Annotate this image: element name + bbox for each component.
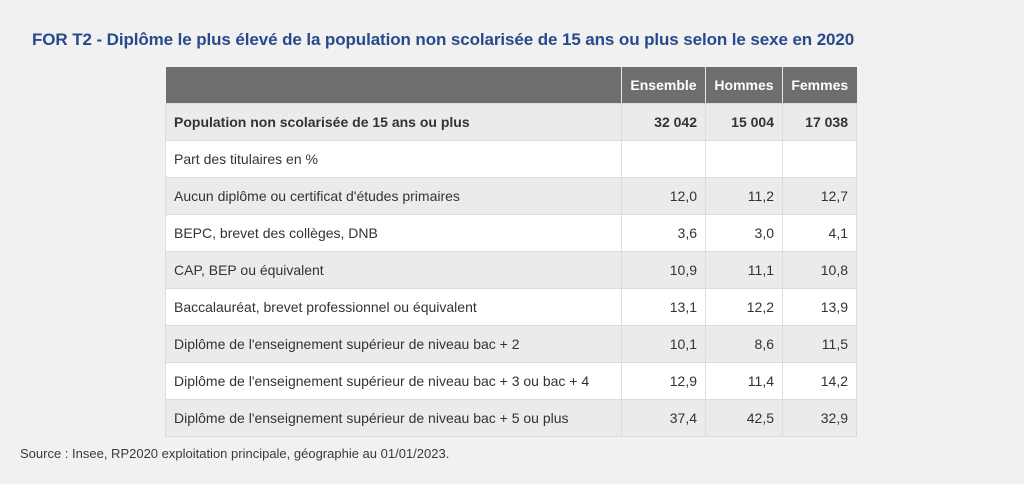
table-row: Diplôme de l'enseignement supérieur de n…: [165, 362, 857, 400]
cell-hommes: 12,2: [705, 288, 783, 326]
table-title: FOR T2 - Diplôme le plus élevé de la pop…: [32, 30, 855, 49]
cell-hommes: 11,1: [705, 251, 783, 289]
header-ensemble: Ensemble: [621, 67, 706, 104]
row-label: Part des titulaires en %: [165, 140, 622, 178]
header-label: [165, 67, 622, 104]
table-row: BEPC, brevet des collèges, DNB 3,6 3,0 4…: [165, 214, 857, 252]
row-label: Diplôme de l'enseignement supérieur de n…: [165, 325, 622, 363]
row-label: BEPC, brevet des collèges, DNB: [165, 214, 622, 252]
cell-femmes: [782, 140, 857, 178]
cell-femmes: 11,5: [782, 325, 857, 363]
cell-femmes: 14,2: [782, 362, 857, 400]
data-table: Ensemble Hommes Femmes Population non sc…: [165, 67, 857, 437]
table-row: Aucun diplôme ou certificat d'études pri…: [165, 177, 857, 215]
cell-ensemble: 10,9: [621, 251, 706, 289]
cell-femmes: 10,8: [782, 251, 857, 289]
row-label: Diplôme de l'enseignement supérieur de n…: [165, 399, 622, 437]
cell-hommes: [705, 140, 783, 178]
cell-femmes: 13,9: [782, 288, 857, 326]
cell-hommes: 3,0: [705, 214, 783, 252]
cell-hommes: 8,6: [705, 325, 783, 363]
cell-ensemble: 32 042: [621, 103, 706, 141]
row-label: CAP, BEP ou équivalent: [165, 251, 622, 289]
row-label: Baccalauréat, brevet professionnel ou éq…: [165, 288, 622, 326]
cell-hommes: 11,4: [705, 362, 783, 400]
cell-ensemble: 37,4: [621, 399, 706, 437]
table-row: Diplôme de l'enseignement supérieur de n…: [165, 325, 857, 363]
row-label: Aucun diplôme ou certificat d'études pri…: [165, 177, 622, 215]
cell-ensemble: 13,1: [621, 288, 706, 326]
row-label: Population non scolarisée de 15 ans ou p…: [165, 103, 622, 141]
source-note: Source : Insee, RP2020 exploitation prin…: [20, 446, 450, 461]
cell-femmes: 17 038: [782, 103, 857, 141]
table-row: Part des titulaires en %: [165, 140, 857, 178]
table-row: Diplôme de l'enseignement supérieur de n…: [165, 399, 857, 437]
cell-hommes: 11,2: [705, 177, 783, 215]
cell-femmes: 32,9: [782, 399, 857, 437]
cell-ensemble: 12,0: [621, 177, 706, 215]
header-hommes: Hommes: [705, 67, 783, 104]
table-row: CAP, BEP ou équivalent 10,9 11,1 10,8: [165, 251, 857, 289]
cell-ensemble: 10,1: [621, 325, 706, 363]
cell-hommes: 15 004: [705, 103, 783, 141]
cell-hommes: 42,5: [705, 399, 783, 437]
cell-ensemble: 3,6: [621, 214, 706, 252]
cell-ensemble: 12,9: [621, 362, 706, 400]
table-row: Population non scolarisée de 15 ans ou p…: [165, 103, 857, 141]
header-femmes: Femmes: [782, 67, 857, 104]
cell-femmes: 4,1: [782, 214, 857, 252]
cell-femmes: 12,7: [782, 177, 857, 215]
header-row: Ensemble Hommes Femmes: [165, 67, 857, 104]
cell-ensemble: [621, 140, 706, 178]
row-label: Diplôme de l'enseignement supérieur de n…: [165, 362, 622, 400]
table-row: Baccalauréat, brevet professionnel ou éq…: [165, 288, 857, 326]
